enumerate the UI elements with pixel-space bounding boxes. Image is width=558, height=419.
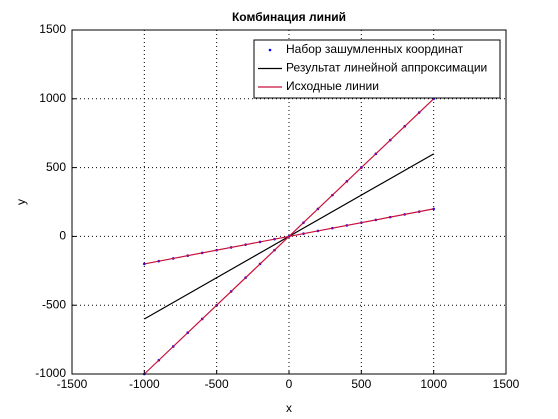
y-tick-label: -500: [42, 297, 66, 311]
legend-label: Результат линейной аппроксимации: [286, 61, 487, 75]
x-tick-label: 0: [286, 377, 293, 391]
axes-box: [71, 29, 507, 375]
x-tick-label: -1500: [57, 377, 88, 391]
legend-box: [253, 39, 501, 99]
legend-label: Исходные линии: [286, 79, 379, 93]
y-tick-label: -1000: [35, 366, 66, 380]
x-tick-label: 500: [351, 377, 371, 391]
x-tick-label: -500: [205, 377, 229, 391]
y-tick-label: 0: [59, 229, 66, 243]
chart-title: Комбинация линий: [232, 10, 346, 24]
x-axis-label: x: [286, 401, 292, 415]
legend-marker: [268, 48, 272, 52]
x-tick-label: 1000: [420, 377, 447, 391]
data-line: [144, 208, 434, 265]
x-tick-label: -1000: [129, 377, 160, 391]
x-tick-label: 1500: [493, 377, 520, 391]
y-tick-label: 1000: [39, 91, 66, 105]
y-tick-label: 500: [46, 160, 66, 174]
legend-label: Набор зашумленных координат: [286, 42, 464, 56]
y-axis-label: y: [14, 199, 28, 205]
y-tick-label: 1500: [39, 22, 66, 36]
